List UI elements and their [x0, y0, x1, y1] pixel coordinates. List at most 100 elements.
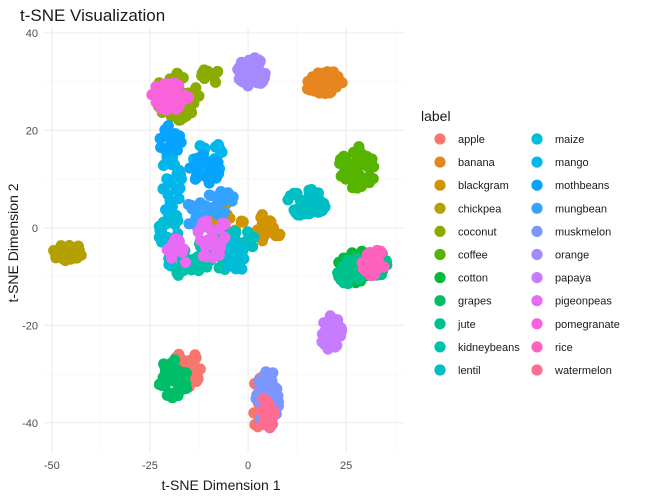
- point-grapes: [180, 382, 192, 394]
- y-tick-label: 0: [32, 223, 38, 235]
- point-coffee: [355, 180, 367, 192]
- legend-label: pigeonpeas: [555, 296, 612, 308]
- point-maize: [230, 263, 242, 275]
- point-papaya: [331, 339, 343, 351]
- legend-key: [531, 248, 543, 261]
- legend-label: mothbeans: [555, 180, 610, 192]
- point-mothbeans: [194, 155, 206, 167]
- legend-item-pomegranate: pomegranate: [531, 318, 620, 331]
- point-pomegranate: [171, 99, 183, 111]
- point-blackgram: [256, 235, 268, 247]
- legend-key: [434, 133, 446, 145]
- point-mothbeans: [154, 133, 166, 145]
- legend-label: muskmelon: [555, 226, 611, 238]
- point-mungbean: [194, 197, 206, 209]
- point-maize: [225, 251, 237, 263]
- point-blackgram: [265, 216, 277, 228]
- legend-item-cotton: cotton: [434, 272, 488, 285]
- point-mothbeans: [209, 156, 222, 168]
- y-tick-label: -20: [22, 320, 38, 332]
- legend-item-grapes: grapes: [434, 295, 492, 308]
- point-apple: [190, 375, 203, 387]
- point-banana: [310, 76, 322, 88]
- points: [48, 52, 393, 434]
- legend-label: rice: [555, 342, 573, 354]
- y-axis-title: t-SNE Dimension 2: [5, 183, 21, 302]
- legend-item-lentil: lentil: [434, 364, 481, 377]
- point-pigeonpeas: [163, 244, 175, 256]
- legend-item-pigeonpeas: pigeonpeas: [531, 295, 612, 308]
- point-pigeonpeas: [200, 241, 212, 253]
- series-papaya: [316, 310, 348, 355]
- y-tick-label: 20: [26, 125, 38, 137]
- legend-item-muskmelon: muskmelon: [531, 225, 611, 238]
- point-papaya: [319, 338, 331, 350]
- legend-item-papaya: papaya: [531, 272, 592, 285]
- point-coconut: [207, 68, 219, 80]
- legend-label: watermelon: [554, 365, 612, 377]
- legend-label: banana: [458, 157, 496, 169]
- point-coffee: [334, 153, 347, 165]
- legend-key: [531, 364, 543, 376]
- point-grapes: [154, 378, 166, 390]
- point-jute: [338, 277, 350, 289]
- legend-label: pomegranate: [555, 319, 620, 331]
- point-mungbean: [227, 191, 239, 203]
- legend-key: [531, 202, 543, 214]
- legend-label: kidneybeans: [458, 342, 520, 354]
- point-blackgram: [235, 216, 247, 228]
- point-chickpea: [72, 242, 84, 254]
- point-mothbeans: [191, 172, 203, 184]
- legend-item-coconut: coconut: [434, 225, 497, 238]
- series-banana: [301, 66, 348, 99]
- point-pomegranate: [159, 79, 171, 91]
- legend-title: label: [421, 108, 451, 124]
- point-pigeonpeas: [214, 223, 226, 235]
- series-watermelon: [255, 393, 280, 434]
- point-mango: [172, 168, 185, 180]
- legend-key: [434, 156, 446, 168]
- point-pomegranate: [150, 81, 162, 93]
- legend-item-chickpea: chickpea: [434, 202, 502, 215]
- legend-key: [531, 179, 543, 191]
- legend-key: [434, 364, 446, 376]
- chart-title: t-SNE Visualization: [20, 6, 165, 25]
- legend-item-mothbeans: mothbeans: [531, 179, 610, 192]
- point-pigeonpeas: [207, 252, 219, 264]
- point-pigeonpeas: [179, 256, 192, 268]
- point-grapes: [172, 390, 184, 402]
- point-lentil: [291, 187, 303, 200]
- x-tick-label: 25: [340, 460, 352, 472]
- point-coffee: [349, 157, 361, 169]
- legend-key: [531, 341, 543, 353]
- point-mango: [163, 174, 176, 186]
- legend-label: papaya: [555, 273, 592, 285]
- legend-item-kidneybeans: kidneybeans: [434, 341, 520, 354]
- point-coffee: [342, 169, 354, 181]
- point-pigeonpeas: [169, 233, 181, 245]
- legend-label: chickpea: [458, 203, 502, 215]
- point-pigeonpeas: [210, 243, 222, 255]
- point-coffee: [367, 173, 379, 185]
- point-mungbean: [211, 191, 223, 204]
- point-orange: [243, 54, 255, 66]
- legend-item-blackgram: blackgram: [434, 179, 509, 192]
- point-pigeonpeas: [219, 231, 231, 244]
- point-orange: [233, 73, 245, 85]
- point-kidneybeans: [191, 263, 204, 275]
- point-mango: [194, 140, 206, 152]
- point-orange: [243, 76, 255, 88]
- point-mothbeans: [210, 172, 222, 184]
- y-tick-label: -40: [22, 418, 38, 430]
- point-chickpea: [50, 252, 62, 264]
- point-pigeonpeas: [197, 217, 209, 229]
- point-coffee: [363, 152, 375, 164]
- point-coffee: [348, 146, 360, 159]
- legend-label: orange: [555, 250, 589, 262]
- point-banana: [323, 87, 336, 99]
- series-rice: [356, 244, 390, 282]
- legend: label apple banana blackgram chickpea coconu…: [421, 108, 620, 377]
- point-chickpea: [58, 251, 71, 263]
- legend-key: [434, 272, 446, 284]
